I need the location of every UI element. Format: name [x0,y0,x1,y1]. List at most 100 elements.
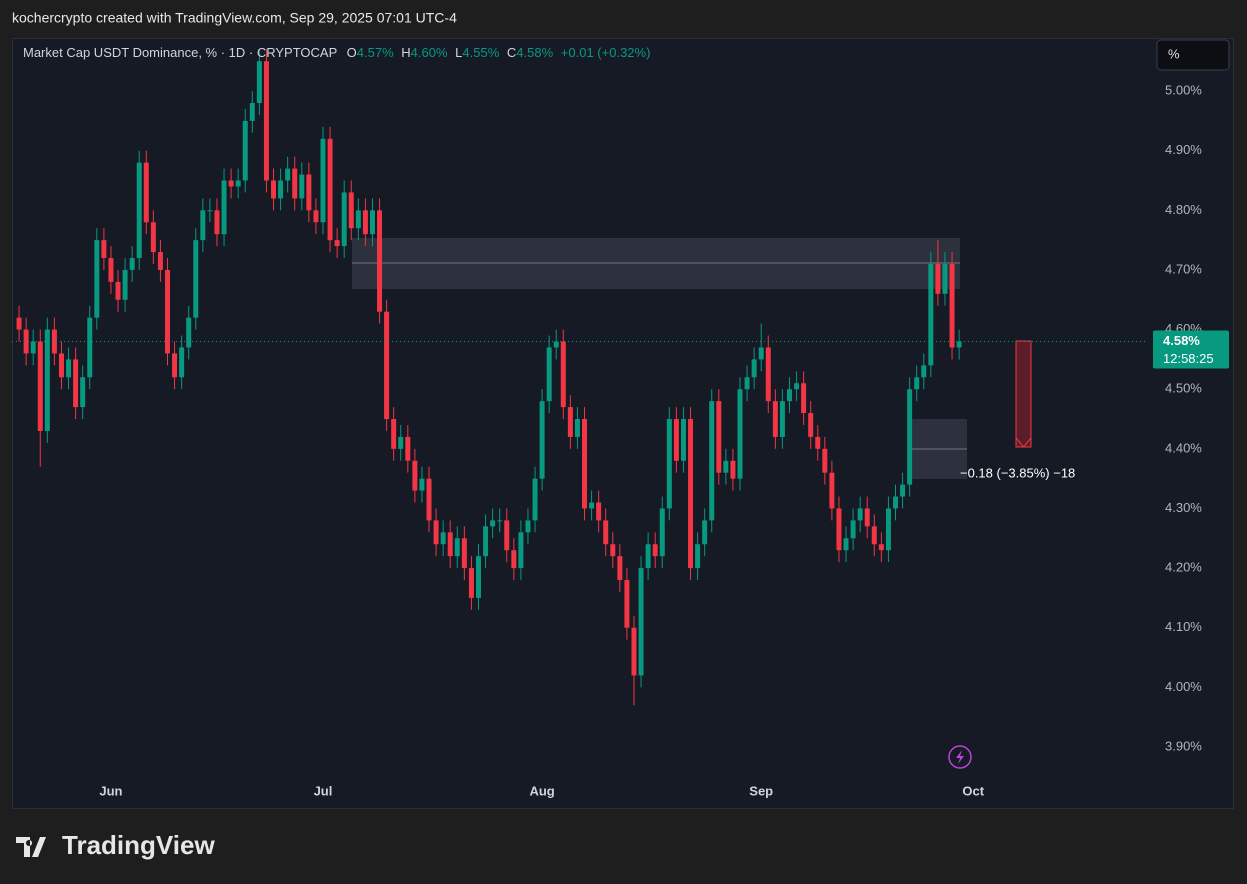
ohlc-label: L [455,45,462,60]
brand-name: TradingView [62,830,215,860]
candle-body [928,263,934,366]
candle-body [306,174,312,211]
candle-body [638,568,644,676]
candle-body [935,263,941,294]
candle-body [560,341,566,408]
candle-body [172,353,178,378]
candle-body [553,341,559,348]
candle-body [695,544,701,569]
candle-body [108,258,114,282]
candle-body [822,448,828,473]
candle-body [659,508,665,557]
candle-body [369,210,375,235]
candle-body [179,347,185,378]
candle-body [150,222,156,253]
candle-body [235,180,241,187]
candle-body [412,460,418,491]
candle-body [73,359,79,408]
candle-body [94,240,100,318]
candle-body [772,401,778,437]
candle-body [440,532,446,545]
y-tick-label: 3.90% [1165,738,1202,753]
candle-body [518,532,524,569]
candle-body [546,347,552,402]
candle-body [242,120,248,181]
candle-body [808,413,814,437]
candle-body [292,168,298,199]
candle-body [129,258,135,270]
candle-body [101,240,107,259]
candle-body [249,102,255,121]
ohlc-label: H [401,45,410,60]
candle-body [942,263,948,294]
ohlc-value: 4.58% [516,45,553,60]
candle-body [850,520,856,539]
candle-body [716,401,722,473]
candle-body [801,383,807,414]
candle-body [688,419,694,569]
candle-body [829,472,835,509]
event-icon-bolt [956,750,964,764]
candle-body [751,359,757,378]
candle-body [207,210,213,212]
candle-body [779,401,785,437]
measure-box [1015,340,1032,448]
ohlc-label: O [347,45,357,60]
candle-body [709,401,715,521]
candle-body [497,520,503,522]
candle-body [285,168,291,181]
candle-body [475,556,481,598]
x-tick-label: Aug [529,783,554,798]
candle-body [815,436,821,449]
candle-body [730,460,736,479]
candle-body [66,359,72,378]
candle-body [256,61,262,103]
candle-body [525,520,531,533]
x-tick-label: Sep [749,783,773,798]
candle-body [341,192,347,247]
candle-body [843,538,849,551]
candle-body [278,180,284,199]
candle-body [299,174,305,199]
candle-body [914,377,920,390]
event-icon[interactable] [948,745,972,769]
candle-body [857,508,863,521]
legend-line: Market Cap USDT Dominance, % · 1D · CRYP… [23,45,650,60]
candle-body [758,347,764,360]
candle-body [16,317,22,330]
candle-body [58,353,64,378]
y-tick-label: 4.50% [1165,381,1202,396]
scale-button[interactable] [1156,39,1230,71]
candle-body [702,520,708,545]
candle-body [582,419,588,509]
candle-body [956,341,962,348]
candle-body [490,520,496,527]
candle-body [878,544,884,551]
candle-body [794,383,800,390]
candles [12,49,1145,706]
candle-body [949,263,955,348]
candle-body [334,240,340,247]
candle-body [405,436,411,461]
x-tick-label: Jun [99,783,122,798]
candle-body [617,556,623,581]
candle-body [313,210,319,223]
chart-frame [12,38,1234,809]
candle-body [136,162,142,259]
candle-body [37,341,43,431]
candle-body [603,520,609,545]
scale-button-label[interactable]: % [1168,46,1180,61]
candle-body [263,61,269,181]
candle-body [214,210,220,235]
candle-body [589,502,595,509]
candle-body [723,460,729,473]
candle-body [87,317,93,378]
candle-body [765,347,771,402]
ohlc-value: 4.60% [411,45,448,60]
candle-body [631,627,637,676]
candle-body [228,180,234,187]
candle-body [900,484,906,497]
y-tick-label: 4.90% [1165,142,1202,157]
candle-body [164,269,170,354]
